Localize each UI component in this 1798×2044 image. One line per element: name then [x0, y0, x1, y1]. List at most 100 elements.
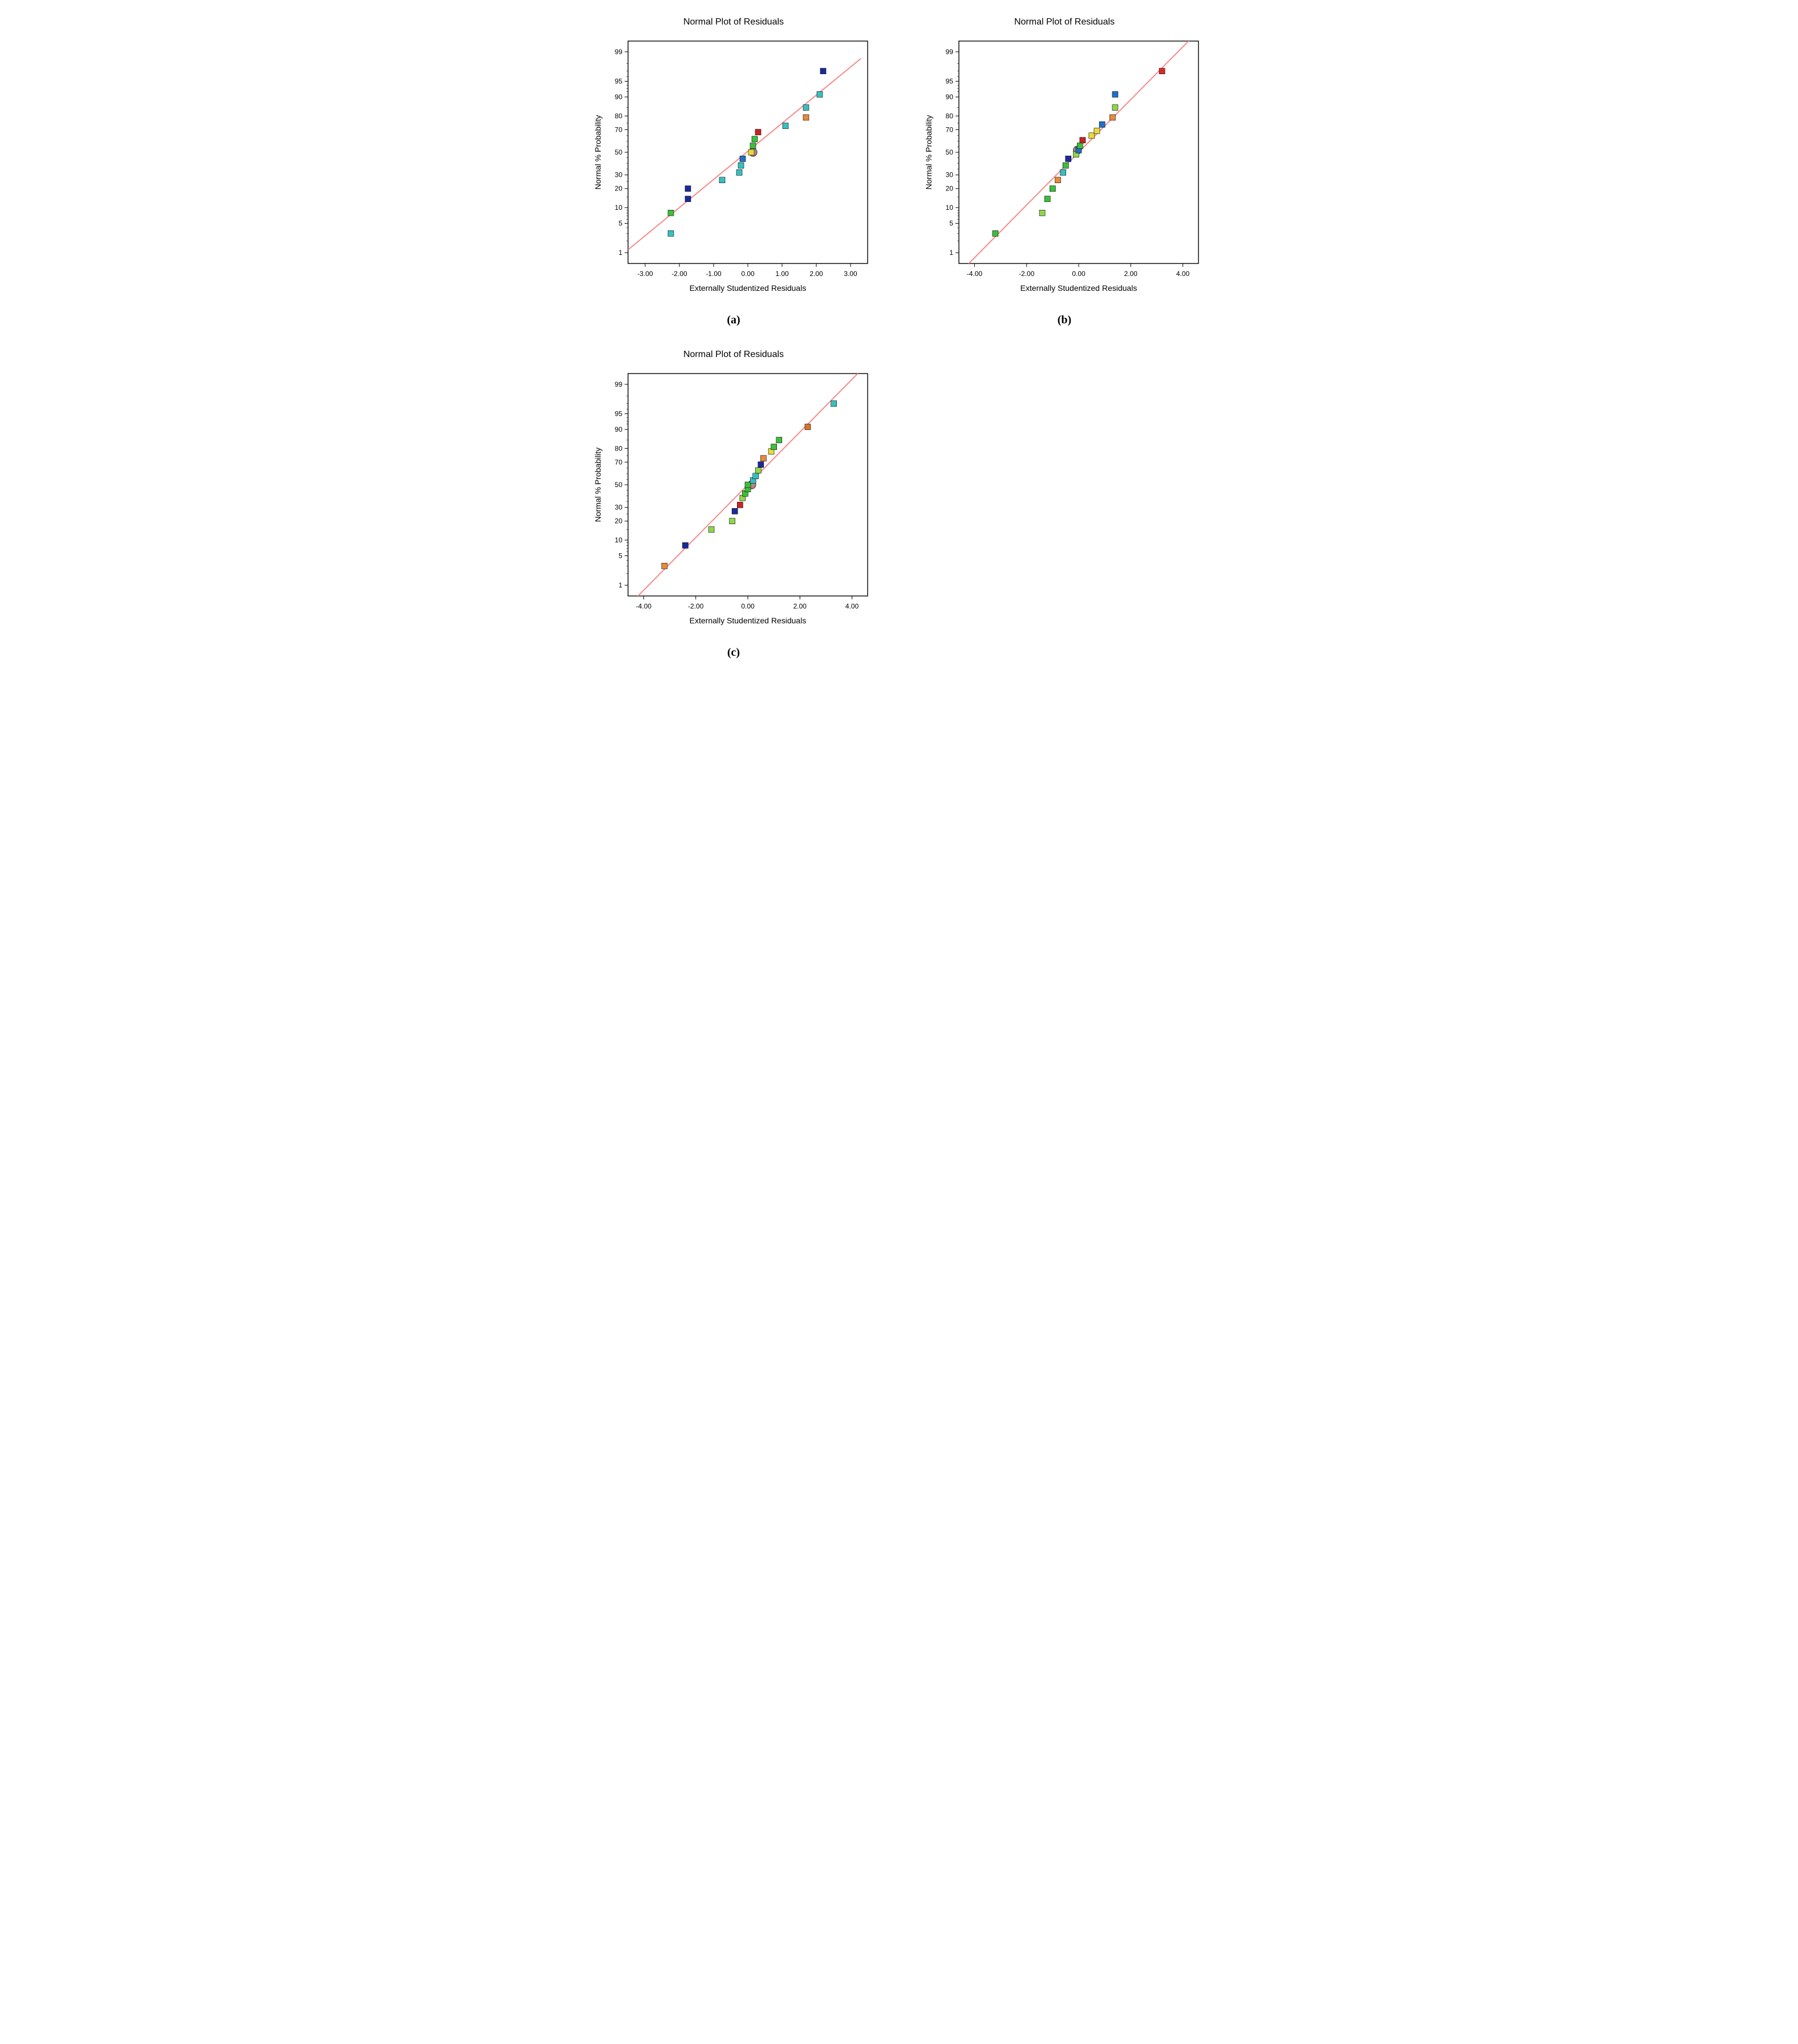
x-tick-label: 1.00	[775, 270, 789, 278]
data-point	[758, 462, 764, 468]
data-point	[1109, 115, 1115, 120]
data-point	[831, 401, 837, 407]
y-tick-label: 10	[946, 204, 954, 212]
data-point	[753, 473, 759, 479]
x-tick-label: -3.00	[637, 270, 653, 278]
data-point	[745, 482, 751, 488]
data-point	[1055, 177, 1060, 183]
x-tick-label: 4.00	[1176, 270, 1190, 278]
figure-grid: Normal Plot of Residuals -3.00 -2.00 -1.00…	[585, 17, 1213, 659]
y-tick-label: 30	[615, 504, 623, 512]
data-point	[1050, 186, 1055, 192]
data-point	[820, 68, 826, 74]
y-tick-label: 99	[615, 380, 623, 388]
y-tick-label: 30	[615, 171, 623, 179]
x-tick-label: 0.00	[1072, 270, 1086, 278]
data-point	[1112, 91, 1118, 97]
reference-line	[628, 59, 861, 250]
data-point	[1044, 196, 1050, 202]
data-point	[776, 437, 782, 443]
x-tick-label: -1.00	[706, 270, 722, 278]
x-tick-label: -2.00	[688, 602, 704, 610]
data-point	[1112, 105, 1118, 111]
chart-c: -4.00-2.000.002.004.00Externally Student…	[588, 362, 879, 630]
y-tick-label: 10	[615, 536, 623, 544]
y-tick-label: 95	[946, 77, 954, 85]
data-point	[1063, 163, 1068, 168]
y-tick-label: 30	[946, 171, 954, 179]
y-tick-label: 50	[615, 148, 623, 156]
x-axis-label: Externally Studentized Residuals	[1021, 283, 1137, 293]
y-tick-label: 70	[615, 125, 623, 133]
chart-a: -3.00-2.00-1.000.001.002.003.00Externall…	[588, 30, 879, 298]
y-tick-label: 80	[946, 112, 954, 120]
data-point	[1077, 143, 1083, 149]
data-point	[817, 91, 823, 97]
data-point	[736, 169, 742, 175]
data-point	[732, 508, 738, 514]
data-point	[682, 542, 688, 548]
plot-border	[628, 41, 868, 263]
y-tick-label: 80	[615, 112, 623, 120]
data-point	[668, 230, 674, 236]
subcap-a: (a)	[727, 314, 740, 327]
x-tick-label: -4.00	[636, 602, 652, 610]
data-point	[803, 105, 809, 111]
chart-b: -4.00 -2.00 0.00 2.00 4.00 Externally Student…	[919, 30, 1210, 298]
y-tick-label: 5	[949, 220, 953, 228]
data-point	[1039, 210, 1045, 216]
y-tick-label: 5	[618, 220, 622, 228]
chart-title: Normal Plot of Residuals	[683, 17, 784, 27]
normal-probability-plot: -3.00-2.00-1.000.001.002.003.00Externall…	[588, 30, 879, 298]
data-point	[1080, 137, 1086, 143]
data-point	[993, 230, 998, 236]
y-tick-label: 1	[618, 581, 622, 589]
x-tick-label: 2.00	[793, 602, 807, 610]
data-point	[755, 129, 761, 135]
data-point	[708, 526, 714, 532]
x-tick-label: -2.00	[671, 270, 687, 278]
data-point	[737, 502, 743, 508]
x-tick-label: 2.00	[1124, 270, 1138, 278]
y-tick-label: 20	[615, 517, 623, 525]
data-point	[805, 424, 811, 429]
data-point	[771, 444, 777, 450]
panel-a: Normal Plot of Residuals -3.00 -2.00 -1.00…	[585, 17, 882, 327]
data-point	[1099, 121, 1105, 127]
y-tick-label: 99	[615, 48, 623, 56]
data-point	[719, 177, 725, 183]
x-tick-label: 4.00	[845, 602, 859, 610]
y-tick-label: 5	[618, 552, 622, 560]
x-axis-label: Externally Studentized Residuals	[690, 616, 807, 625]
y-axis-label: Normal % Probability	[593, 115, 602, 190]
data-point	[738, 163, 744, 168]
chart-title: Normal Plot of Residuals	[683, 350, 784, 360]
x-tick-label: -2.00	[1019, 270, 1035, 278]
y-tick-label: 1	[618, 249, 622, 257]
x-tick-label: 0.00	[741, 270, 755, 278]
data-point	[1159, 68, 1165, 74]
y-tick-label: 20	[615, 185, 623, 193]
data-point	[803, 115, 809, 120]
data-point	[662, 563, 667, 569]
subcap-b: (b)	[1058, 314, 1071, 327]
x-tick-label: 3.00	[844, 270, 857, 278]
data-point	[685, 196, 691, 202]
y-tick-label: 95	[615, 77, 623, 85]
data-point	[750, 143, 756, 149]
y-tick-label: 1	[949, 249, 953, 257]
y-tick-label: 90	[615, 93, 623, 101]
x-tick-label: -4.00	[967, 270, 983, 278]
y-tick-label: 10	[615, 204, 623, 212]
y-axis-label: Normal % Probability	[593, 448, 602, 522]
y-tick-label: 70	[946, 125, 954, 133]
data-point	[730, 518, 735, 524]
y-tick-label: 50	[615, 481, 623, 489]
y-tick-label: 50	[946, 148, 954, 156]
data-point	[685, 186, 691, 192]
y-tick-label: 70	[615, 458, 623, 466]
panel-b: Normal Plot of Residuals -4.00-2.000.002…	[916, 17, 1213, 327]
y-axis-label: Normal % Probability	[924, 115, 933, 190]
data-point	[760, 456, 766, 461]
data-point	[783, 123, 788, 129]
